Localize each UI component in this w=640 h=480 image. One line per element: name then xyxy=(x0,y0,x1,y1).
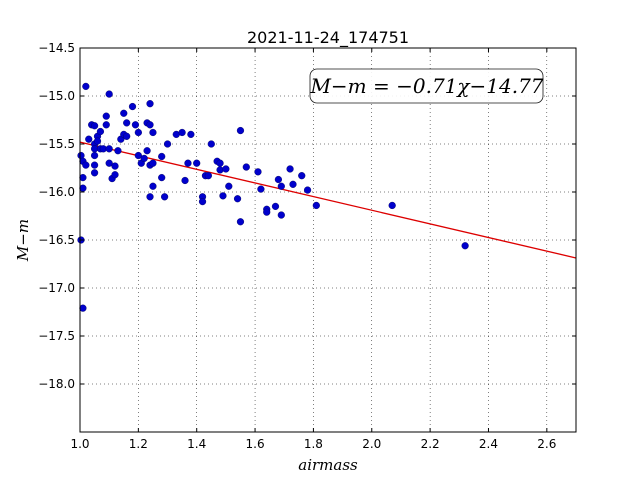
data-point xyxy=(146,100,154,108)
data-point xyxy=(277,211,285,219)
data-point xyxy=(111,171,119,179)
data-point xyxy=(198,198,207,206)
data-point xyxy=(146,193,154,201)
data-point xyxy=(219,192,227,200)
data-point xyxy=(96,127,105,136)
data-point xyxy=(82,161,90,169)
data-point xyxy=(149,128,157,137)
data-point xyxy=(277,182,285,190)
data-point xyxy=(271,202,280,211)
fit-equation: M−m = −0.71χ−14.77 xyxy=(309,74,543,98)
x-tick-label: 1.0 xyxy=(70,437,89,451)
data-point xyxy=(236,126,245,135)
data-point xyxy=(131,121,140,129)
data-point xyxy=(79,184,87,192)
data-point xyxy=(225,182,233,190)
data-point xyxy=(128,102,137,111)
data-point xyxy=(111,162,119,170)
data-point xyxy=(149,182,157,190)
x-tick-label: 2.0 xyxy=(362,437,381,451)
data-point xyxy=(102,112,110,120)
data-point xyxy=(233,195,242,203)
x-tick-label: 1.6 xyxy=(246,437,265,451)
data-point xyxy=(178,128,186,137)
data-point xyxy=(149,159,157,167)
y-tick-label: −16.0 xyxy=(38,185,75,199)
data-point xyxy=(181,176,189,185)
x-tick-label: 1.8 xyxy=(304,437,323,451)
y-tick-label: −15.5 xyxy=(38,137,75,151)
data-point xyxy=(79,174,87,182)
y-axis-label: M−m xyxy=(14,219,32,262)
x-tick-label: 2.4 xyxy=(479,437,498,451)
data-point xyxy=(303,186,312,194)
data-point xyxy=(298,172,306,180)
data-point xyxy=(123,119,131,127)
chart-title: 2021-11-24_174751 xyxy=(247,28,409,48)
x-axis-label: airmass xyxy=(298,456,358,474)
data-point xyxy=(90,161,99,169)
data-point xyxy=(254,168,262,176)
data-point xyxy=(274,175,283,184)
data-point xyxy=(312,201,320,210)
y-tick-label: −14.5 xyxy=(38,41,75,55)
x-tick-label: 1.4 xyxy=(187,437,206,451)
data-point xyxy=(82,82,90,91)
data-point xyxy=(140,154,148,163)
data-point xyxy=(114,147,122,155)
data-point xyxy=(102,121,110,129)
y-tick-label: −16.5 xyxy=(38,233,75,247)
data-point xyxy=(204,172,212,180)
data-point xyxy=(120,109,128,117)
data-point xyxy=(123,132,131,140)
y-tick-label: −17.5 xyxy=(38,329,75,343)
data-points xyxy=(77,82,469,312)
data-point xyxy=(143,147,151,155)
data-point xyxy=(461,242,469,250)
data-point xyxy=(146,121,154,129)
data-point xyxy=(79,304,87,312)
fit-line-group xyxy=(79,141,577,259)
data-point xyxy=(216,159,224,167)
data-point xyxy=(193,159,201,167)
data-point xyxy=(134,151,142,160)
y-tick-label: −18.0 xyxy=(38,377,75,391)
data-point xyxy=(93,137,102,145)
data-point xyxy=(222,165,230,173)
x-tick-label: 1.2 xyxy=(129,437,148,451)
fit-line xyxy=(79,141,577,259)
data-point xyxy=(105,145,113,153)
data-point xyxy=(187,130,195,139)
x-axis-ticks: 1.0 1.2 1.4 1.6 1.8 2.0 2.2 2.4 2.6 xyxy=(70,48,556,451)
y-axis-ticks: −14.5 −15.0 −15.5 −16.0 −16.5 −17.0 −17.5 −18.0 xyxy=(38,41,576,391)
y-tick-label: −17.0 xyxy=(38,281,75,295)
data-point xyxy=(105,90,113,98)
data-point xyxy=(257,185,265,193)
data-point xyxy=(289,180,297,188)
data-point xyxy=(184,159,192,167)
data-point xyxy=(158,174,166,182)
data-point xyxy=(158,152,166,161)
data-point xyxy=(90,151,99,160)
fit-equation-box: M−m = −0.71χ−14.77 xyxy=(309,68,544,104)
data-point xyxy=(207,140,215,148)
data-point xyxy=(134,128,142,137)
data-point xyxy=(388,201,396,210)
data-point xyxy=(286,165,294,173)
y-tick-label: −15.0 xyxy=(38,89,75,103)
x-tick-label: 2.2 xyxy=(421,437,440,451)
data-point xyxy=(90,122,99,130)
data-point xyxy=(85,135,93,143)
data-point xyxy=(242,163,250,171)
data-point xyxy=(163,140,172,148)
data-point xyxy=(90,169,99,177)
data-point xyxy=(161,193,169,201)
data-point xyxy=(236,218,245,226)
data-point xyxy=(105,159,113,167)
data-point xyxy=(263,208,271,216)
x-tick-label: 2.6 xyxy=(537,437,556,451)
